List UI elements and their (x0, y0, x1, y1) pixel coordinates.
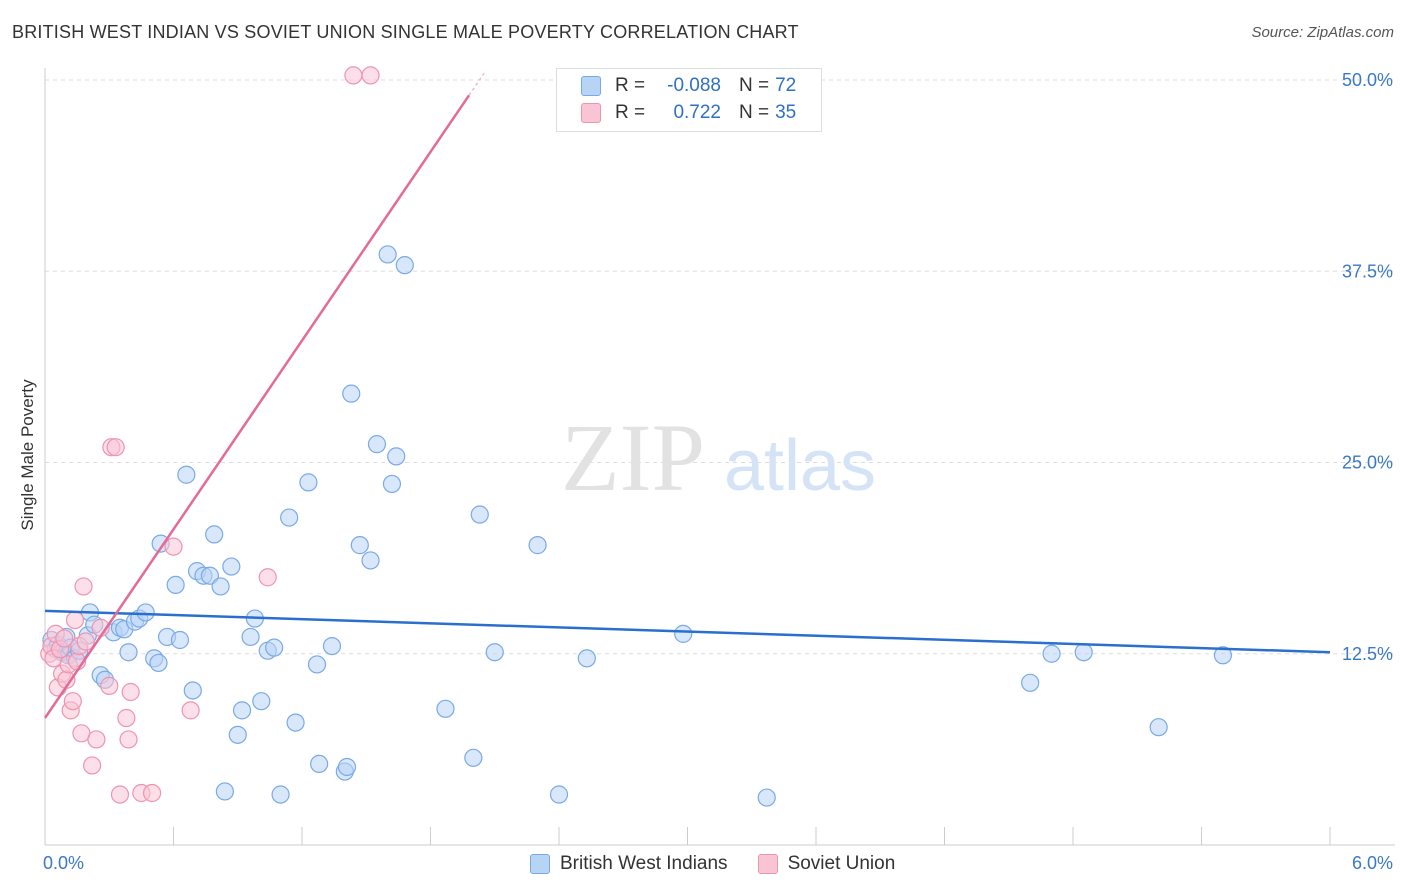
data-point-british-west-indians (266, 639, 283, 656)
x-tick-label-min: 0.0% (43, 853, 84, 873)
legend-n-label: N = (739, 102, 769, 124)
tick-labels: 12.5% 25.0% 37.5% 50.0% 0.0% 6.0% (43, 70, 1393, 873)
data-point-british-west-indians (1043, 645, 1060, 662)
data-point-british-west-indians (234, 702, 251, 719)
data-point-soviet-union (122, 684, 139, 701)
legend-r-value: -0.088 (651, 75, 721, 97)
data-point-soviet-union (101, 677, 118, 694)
blue-swatch-icon (581, 76, 601, 96)
data-point-british-west-indians (137, 604, 154, 621)
data-point-british-west-indians (351, 537, 368, 554)
pink-swatch-icon (758, 854, 778, 874)
data-point-british-west-indians (758, 789, 775, 806)
data-point-british-west-indians (281, 509, 298, 526)
data-point-british-west-indians (529, 537, 546, 554)
trend-line-british-west-indians (45, 611, 1330, 652)
data-point-british-west-indians (120, 644, 137, 661)
data-point-british-west-indians (486, 644, 503, 661)
data-point-british-west-indians (216, 783, 233, 800)
x-tick-label-max: 6.0% (1352, 853, 1393, 873)
data-point-british-west-indians (178, 466, 195, 483)
legend-row-british-west-indians: R = -0.088 N = 72 (581, 74, 796, 98)
data-point-soviet-union (75, 578, 92, 595)
data-point-british-west-indians (212, 578, 229, 595)
watermark-zip: ZIP (561, 404, 705, 511)
axes (45, 68, 1395, 845)
data-point-british-west-indians (437, 700, 454, 717)
trend-lines (45, 73, 1330, 718)
data-point-soviet-union (111, 786, 128, 803)
data-point-british-west-indians (578, 650, 595, 667)
scatter-plot: ZIP atlas 12.5% 25.0% 37.5% 50.0% 0.0% 6.0% (0, 0, 1406, 892)
data-point-british-west-indians (167, 576, 184, 593)
data-point-british-west-indians (184, 682, 201, 699)
y-tick-label: 25.0% (1342, 453, 1393, 473)
legend-item-british-west-indians: British West Indians (530, 853, 728, 875)
data-point-british-west-indians (551, 786, 568, 803)
data-point-british-west-indians (171, 631, 188, 648)
legend-label: Soviet Union (788, 853, 896, 875)
data-point-british-west-indians (1075, 644, 1092, 661)
legend-r-label: R = (615, 75, 651, 97)
data-point-british-west-indians (343, 385, 360, 402)
data-point-british-west-indians (396, 257, 413, 274)
data-point-soviet-union (88, 731, 105, 748)
data-point-british-west-indians (308, 656, 325, 673)
legend-label: British West Indians (560, 853, 728, 875)
watermark: ZIP atlas (561, 404, 876, 511)
trend-line-extension (469, 73, 484, 95)
data-point-british-west-indians (388, 448, 405, 465)
data-point-british-west-indians (1022, 674, 1039, 691)
legend-n-label: N = (739, 75, 769, 97)
legend-n-value: 35 (775, 102, 796, 124)
data-point-soviet-union (64, 693, 81, 710)
data-point-british-west-indians (253, 693, 270, 710)
data-point-british-west-indians (229, 726, 246, 743)
data-point-soviet-union (182, 702, 199, 719)
data-point-british-west-indians (379, 246, 396, 263)
data-point-soviet-union (118, 710, 135, 727)
data-point-british-west-indians (368, 436, 385, 453)
blue-swatch-icon (530, 854, 550, 874)
legend-r-value: 0.722 (651, 102, 721, 124)
data-point-british-west-indians (323, 638, 340, 655)
legend-n-value: 72 (775, 75, 796, 97)
data-point-british-west-indians (362, 552, 379, 569)
data-point-soviet-union (120, 731, 137, 748)
y-tick-label: 37.5% (1342, 261, 1393, 281)
data-point-british-west-indians (465, 749, 482, 766)
data-point-british-west-indians (272, 786, 289, 803)
data-point-british-west-indians (471, 506, 488, 523)
data-point-british-west-indians (150, 654, 167, 671)
data-point-soviet-union (84, 757, 101, 774)
data-point-soviet-union (56, 630, 73, 647)
data-point-soviet-union (66, 612, 83, 629)
legend-row-soviet-union: R = 0.722 N = 35 (581, 101, 796, 125)
y-tick-label: 12.5% (1342, 644, 1393, 664)
data-point-british-west-indians (300, 474, 317, 491)
pink-swatch-icon (581, 103, 601, 123)
data-point-soviet-union (362, 67, 379, 84)
data-point-british-west-indians (675, 625, 692, 642)
data-point-british-west-indians (311, 755, 328, 772)
data-point-british-west-indians (242, 628, 259, 645)
data-point-soviet-union (165, 538, 182, 555)
data-point-british-west-indians (223, 558, 240, 575)
y-tick-label: 50.0% (1342, 70, 1393, 90)
data-point-soviet-union (144, 784, 161, 801)
series-legend: British West Indians Soviet Union (530, 852, 925, 876)
legend-r-label: R = (615, 102, 651, 124)
data-point-british-west-indians (338, 758, 355, 775)
gridlines (45, 80, 1395, 654)
data-point-british-west-indians (1150, 719, 1167, 736)
data-point-british-west-indians (287, 714, 304, 731)
data-point-british-west-indians (383, 475, 400, 492)
legend-item-soviet-union: Soviet Union (758, 853, 896, 875)
correlation-legend: R = -0.088 N = 72 R = 0.722 N = 35 (556, 68, 822, 132)
data-point-soviet-union (345, 67, 362, 84)
watermark-atlas: atlas (724, 426, 876, 506)
data-point-soviet-union (107, 439, 124, 456)
data-point-soviet-union (259, 569, 276, 586)
data-point-british-west-indians (206, 526, 223, 543)
